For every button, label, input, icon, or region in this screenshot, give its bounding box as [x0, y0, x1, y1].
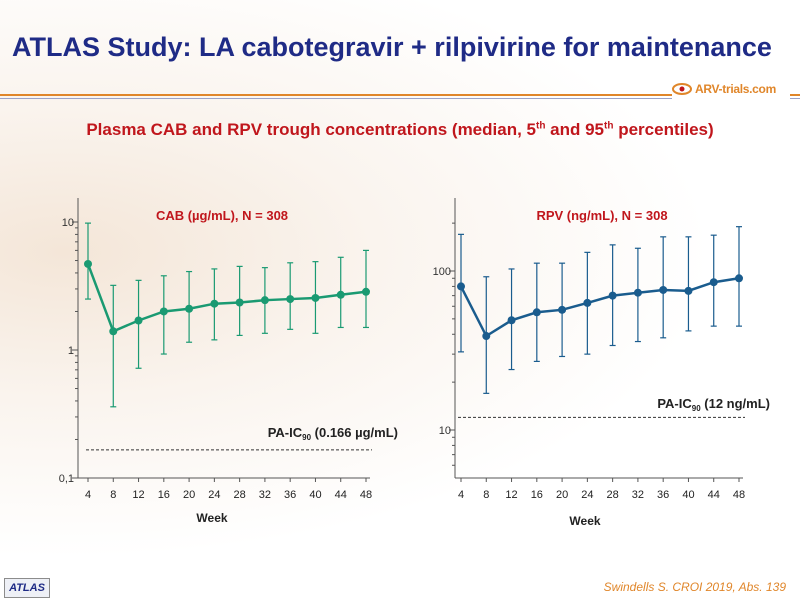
study-badge: ATLAS: [4, 578, 50, 598]
cab-panel-title: CAB (µg/mL), N = 308: [156, 208, 288, 223]
rpv-x-tick-label: 16: [531, 489, 543, 501]
rpv-x-tick-label: 12: [505, 489, 517, 501]
rpv-median-point: [709, 278, 718, 287]
cab-reference-label: PA-IC90 (0.166 µg/mL): [268, 425, 398, 442]
rpv-x-tick-label: 44: [708, 489, 720, 501]
cab-x-tick-label: 44: [335, 489, 347, 501]
cab-x-tick-label: 48: [360, 489, 372, 501]
cab-median-point: [311, 293, 320, 302]
rpv-median-line: [459, 277, 740, 338]
rpv-x-tick-label: 28: [607, 489, 619, 501]
cab-y-tick-label: 10: [62, 217, 74, 229]
header-divider-thin: [0, 98, 800, 99]
rpv-reference-label: PA-IC90 (12 ng/mL): [657, 396, 770, 413]
rpv-y-tick-label: 10: [439, 425, 451, 437]
rpv-x-tick-label: 8: [483, 489, 489, 501]
rpv-x-tick-label: 40: [682, 489, 694, 501]
rpv-median-point: [558, 305, 567, 314]
page-title: ATLAS Study: LA cabotegravir + rilpiviri…: [12, 32, 772, 62]
cab-x-axis-label: Week: [196, 511, 227, 525]
rpv-median-point: [684, 286, 693, 295]
cab-median-point: [362, 287, 370, 296]
logo-icon: [672, 83, 692, 95]
cab-median-point: [286, 295, 295, 304]
rpv-x-tick-label: 20: [556, 489, 568, 501]
rpv-median-point: [735, 274, 743, 283]
rpv-median-point: [583, 298, 592, 307]
cab-median-point: [185, 304, 194, 313]
rpv-median-point: [659, 285, 668, 294]
cab-median-point: [159, 307, 168, 316]
subtitle-sup-2: th: [604, 120, 614, 132]
cab-median-point: [336, 290, 345, 299]
cab-x-tick-label: 40: [309, 489, 321, 501]
cab-x-tick-label: 12: [132, 489, 144, 501]
rpv-x-tick-label: 24: [581, 489, 593, 501]
cab-median-point: [84, 259, 92, 268]
cab-median-point: [109, 327, 118, 336]
cab-x-tick-label: 32: [259, 489, 271, 501]
cab-median-point: [210, 299, 219, 308]
subtitle-part-2: and 95: [545, 120, 605, 139]
rpv-median-point: [482, 332, 491, 341]
rpv-x-axis-label: Week: [569, 514, 600, 528]
rpv-median-point: [633, 288, 642, 297]
logo-text: ARV-trials.com: [695, 82, 776, 96]
header-divider: [0, 94, 800, 96]
cab-x-tick-label: 28: [234, 489, 246, 501]
arv-trials-logo[interactable]: ARV-trials.com: [672, 78, 790, 100]
cab-x-tick-label: 8: [110, 489, 116, 501]
cab-x-tick-label: 20: [183, 489, 195, 501]
cab-median-point: [260, 296, 269, 305]
rpv-median-point: [608, 291, 617, 300]
cab-x-tick-label: 4: [85, 489, 91, 501]
rpv-x-tick-label: 48: [733, 489, 745, 501]
cab-x-tick-label: 16: [158, 489, 170, 501]
chart-subtitle: Plasma CAB and RPV trough concentrations…: [0, 120, 800, 140]
cab-x-tick-label: 36: [284, 489, 296, 501]
cab-median-point: [235, 298, 244, 307]
cab-x-tick-label: 24: [208, 489, 220, 501]
rpv-y-tick-label: 100: [433, 266, 451, 278]
cab-y-tick-label: 1: [68, 345, 74, 357]
rpv-panel-title: RPV (ng/mL), N = 308: [536, 208, 667, 223]
subtitle-part-1: Plasma CAB and RPV trough concentrations…: [86, 120, 536, 139]
subtitle-part-3: percentiles): [613, 120, 714, 139]
cab-median-line: [86, 263, 367, 333]
rpv-x-tick-label: 32: [632, 489, 644, 501]
cab-median-point: [134, 316, 143, 325]
rpv-x-tick-label: 4: [458, 489, 464, 501]
rpv-median-point: [457, 282, 465, 291]
cab-y-tick-label: 0,1: [59, 473, 74, 485]
rpv-median-point: [532, 308, 541, 317]
rpv-x-tick-label: 36: [657, 489, 669, 501]
rpv-median-point: [507, 316, 516, 325]
subtitle-sup-1: th: [535, 120, 546, 132]
citation: Swindells S. CROI 2019, Abs. 139: [603, 580, 786, 594]
